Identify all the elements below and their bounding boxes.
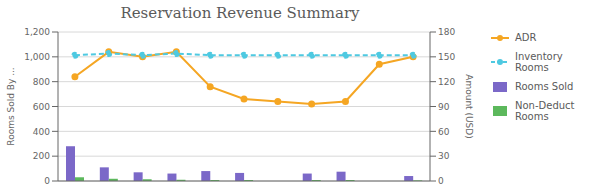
svg-text:150: 150 [438, 52, 455, 62]
svg-text:1,000: 1,000 [24, 52, 50, 62]
svg-text:120: 120 [438, 77, 455, 87]
svg-text:Rooms Sold By ...: Rooms Sold By ... [8, 67, 16, 145]
html-text:Rooms Sold: Rooms Sold [515, 81, 574, 92]
html-text:Non-Deduct: Non-Deduct [515, 100, 575, 111]
html-text:Reservation Revenue Summary: Reservation Revenue Summary [120, 4, 360, 22]
svg-text:90: 90 [438, 102, 450, 112]
svg-text:600: 600 [33, 102, 50, 112]
svg-text:60: 60 [438, 127, 450, 137]
html-text:Rooms: Rooms [515, 62, 549, 73]
html-text:Inventory: Inventory [515, 51, 563, 62]
svg-text:0: 0 [438, 176, 444, 186]
svg-text:400: 400 [33, 127, 50, 137]
svg-text:180: 180 [438, 27, 455, 37]
svg-text:200: 200 [33, 151, 50, 161]
html-text:ADR: ADR [515, 32, 537, 43]
html-text:Rooms: Rooms [515, 111, 549, 122]
svg-text:30: 30 [438, 151, 450, 161]
svg-text:Amount (USD): Amount (USD) [464, 74, 474, 138]
svg-text:0: 0 [44, 176, 50, 186]
svg-text:1,200: 1,200 [24, 27, 50, 37]
svg-text:800: 800 [33, 77, 50, 87]
